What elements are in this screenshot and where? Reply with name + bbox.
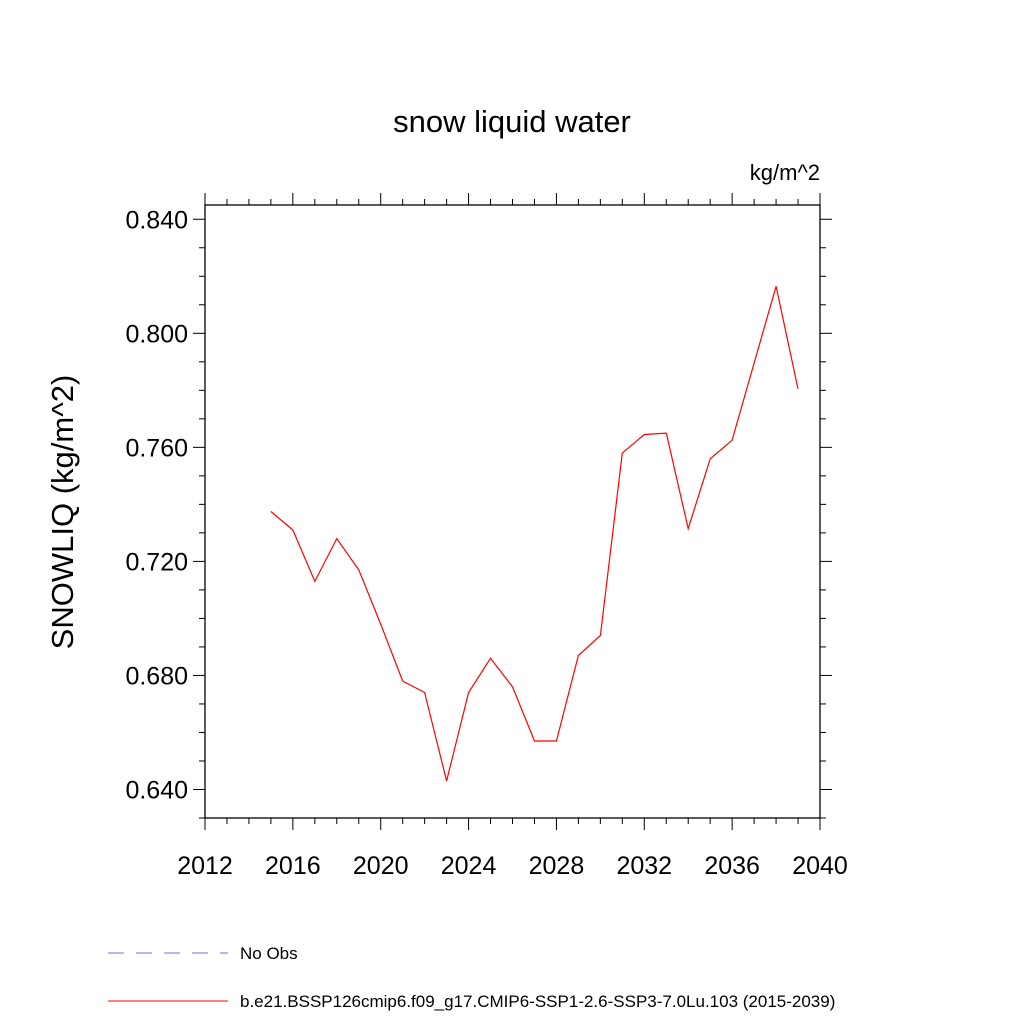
x-tick-label: 2032 [616,852,672,880]
y-axis-label: SNOWLIQ (kg/m^2) [45,375,80,650]
legend-label: No Obs [240,944,298,963]
y-tick-label: 0.680 [125,662,188,690]
legend-label: b.e21.BSSP126cmip6.f09_g17.CMIP6-SSP1-2.… [240,992,835,1011]
x-tick-label: 2016 [265,852,321,880]
x-tick-label: 2024 [441,852,497,880]
x-tick-label: 2028 [529,852,585,880]
units-label: kg/m^2 [750,160,820,185]
x-tick-label: 2036 [704,852,760,880]
legend: No Obs b.e21.BSSP126cmip6.f09_g17.CMIP6-S… [108,944,835,1011]
series-layer [270,286,799,782]
y-tick-label: 0.640 [125,776,188,804]
y-tick-label: 0.840 [125,206,188,234]
series-line [270,286,799,782]
x-tick-label: 2020 [353,852,409,880]
y-tick-label: 0.800 [125,320,188,348]
x-tick-label: 2040 [792,852,848,880]
y-tick-label: 0.760 [125,434,188,462]
plot-frame [204,204,821,819]
y-tick-label: 0.720 [125,548,188,576]
axis-ticks: 0.640 0.680 0.720 0.760 0.800 0.840 2012 2016 20… [125,193,848,880]
x-tick-label: 2012 [177,852,233,880]
chart-title: snow liquid water [393,104,631,139]
